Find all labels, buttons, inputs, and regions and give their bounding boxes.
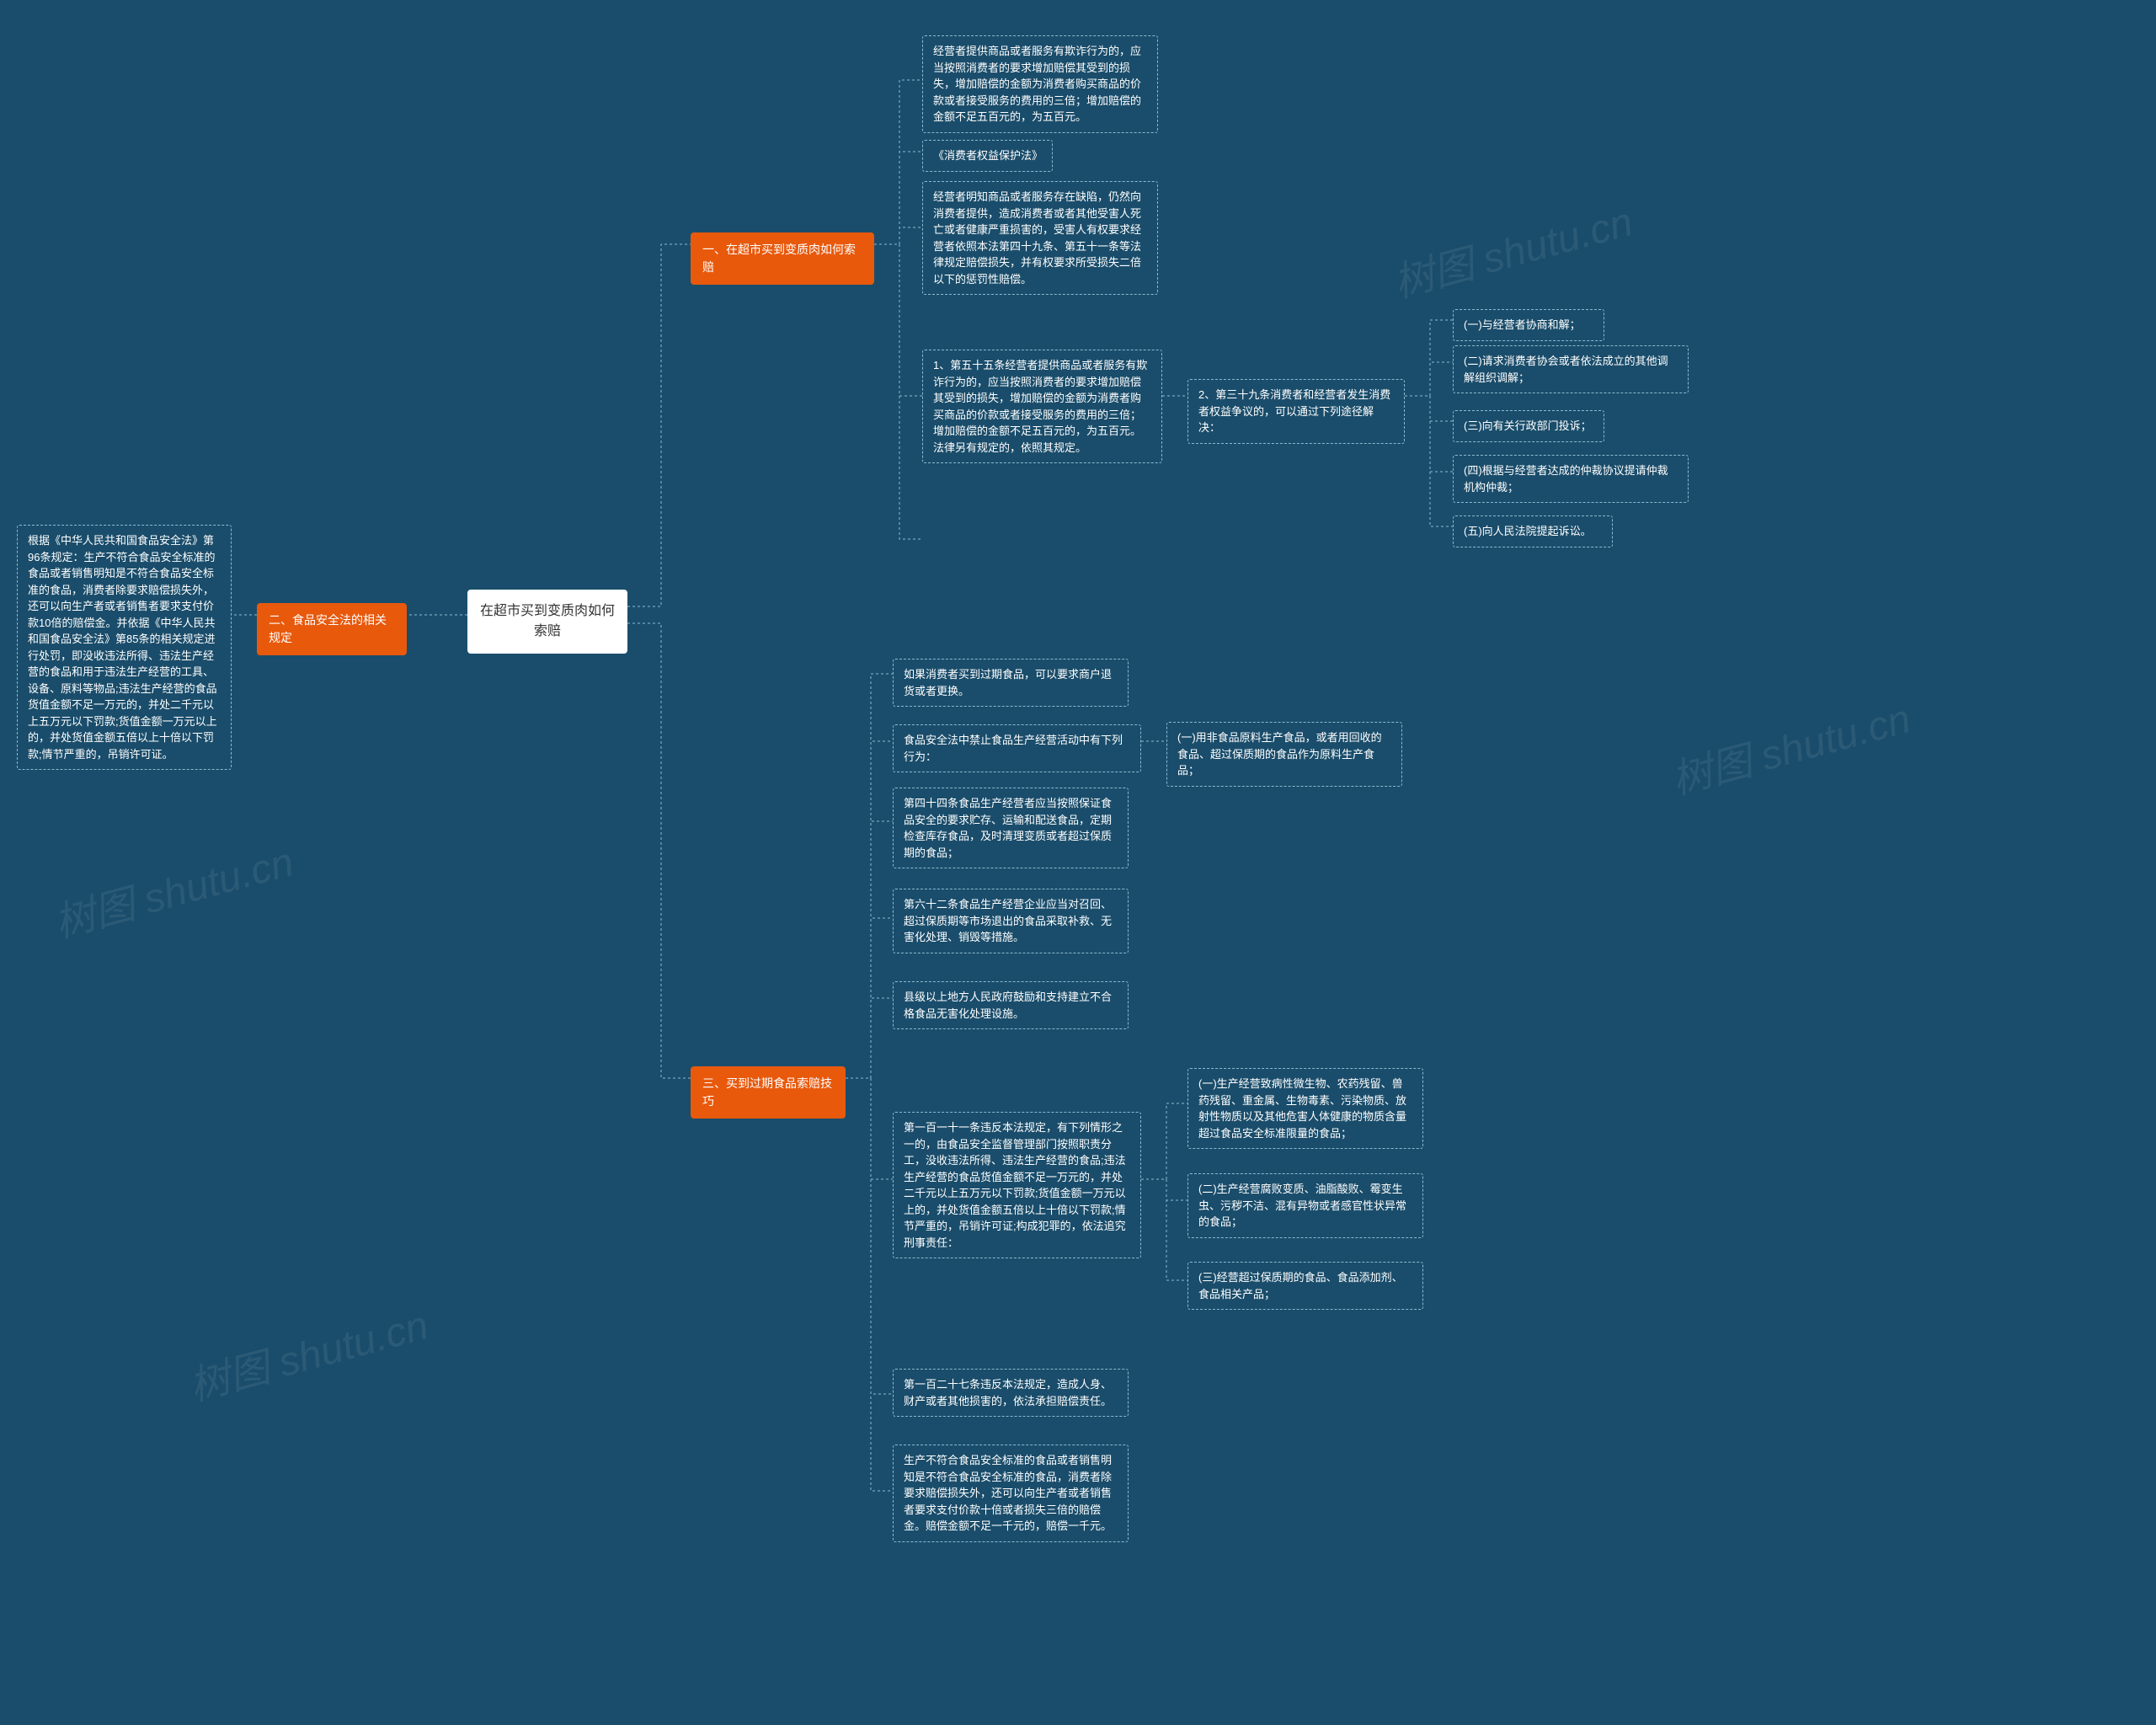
detail-s3-4: 第六十二条食品生产经营企业应当对召回、超过保质期等市场退出的食品采取补救、无害化… — [893, 889, 1129, 953]
watermark: 树图 shutu.cn — [1386, 189, 1638, 309]
detail-s1-5-2: (二)请求消费者协会或者依法成立的其他调解组织调解； — [1453, 345, 1689, 393]
section-one[interactable]: 一、在超市买到变质肉如何索赔 — [691, 232, 874, 285]
detail-s3-1: 如果消费者买到过期食品，可以要求商户退货或者更换。 — [893, 659, 1129, 707]
detail-s1-2: 《消费者权益保护法》 — [922, 140, 1053, 172]
detail-s1-5-1: (一)与经营者协商和解； — [1453, 309, 1604, 341]
detail-s1-5-4: (四)根据与经营者达成的仲裁协议提请仲裁机构仲裁； — [1453, 455, 1689, 503]
detail-s1-3: 经营者明知商品或者服务存在缺陷，仍然向消费者提供，造成消费者或者其他受害人死亡或… — [922, 181, 1158, 295]
watermark: 树图 shutu.cn — [182, 1292, 434, 1413]
detail-s1-4: 1、第五十五条经营者提供商品或者服务有欺诈行为的，应当按照消费者的要求增加赔偿其… — [922, 350, 1162, 463]
detail-s3-2-1: (一)用非食品原料生产食品，或者用回收的食品、超过保质期的食品作为原料生产食品； — [1166, 722, 1402, 787]
section-three[interactable]: 三、买到过期食品索赔技巧 — [691, 1066, 846, 1119]
detail-s3-3: 第四十四条食品生产经营者应当按照保证食品安全的要求贮存、运输和配送食品，定期检查… — [893, 788, 1129, 868]
detail-s3-6: 第一百一十一条违反本法规定，有下列情形之一的，由食品安全监督管理部门按照职责分工… — [893, 1112, 1141, 1258]
detail-s3-6-3: (三)经营超过保质期的食品、食品添加剂、食品相关产品； — [1187, 1262, 1423, 1310]
detail-s1-5-3: (三)向有关行政部门投诉； — [1453, 410, 1604, 442]
detail-s3-6-1: (一)生产经营致病性微生物、农药残留、兽药残留、重金属、生物毒素、污染物质、放射… — [1187, 1068, 1423, 1149]
detail-s2-1: 根据《中华人民共和国食品安全法》第96条规定：生产不符合食品安全标准的食品或者销… — [17, 525, 232, 770]
detail-s3-2: 食品安全法中禁止食品生产经营活动中有下列行为： — [893, 724, 1141, 772]
root-node[interactable]: 在超市买到变质肉如何索赔 — [467, 590, 627, 654]
watermark: 树图 shutu.cn — [1664, 686, 1916, 806]
detail-s3-5: 县级以上地方人民政府鼓励和支持建立不合格食品无害化处理设施。 — [893, 981, 1129, 1029]
watermark: 树图 shutu.cn — [47, 829, 299, 949]
detail-s3-6-2: (二)生产经营腐败变质、油脂酸败、霉变生虫、污秽不洁、混有异物或者感官性状异常的… — [1187, 1173, 1423, 1238]
detail-s1-1: 经营者提供商品或者服务有欺诈行为的，应当按照消费者的要求增加赔偿其受到的损失，增… — [922, 35, 1158, 133]
detail-s3-7: 第一百二十七条违反本法规定，造成人身、财产或者其他损害的，依法承担赔偿责任。 — [893, 1369, 1129, 1417]
detail-s1-5-5: (五)向人民法院提起诉讼。 — [1453, 515, 1613, 547]
section-two[interactable]: 二、食品安全法的相关规定 — [257, 603, 407, 655]
detail-s3-8: 生产不符合食品安全标准的食品或者销售明知是不符合食品安全标准的食品，消费者除要求… — [893, 1445, 1129, 1542]
detail-s1-5: 2、第三十九条消费者和经营者发生消费者权益争议的，可以通过下列途径解决： — [1187, 379, 1405, 444]
